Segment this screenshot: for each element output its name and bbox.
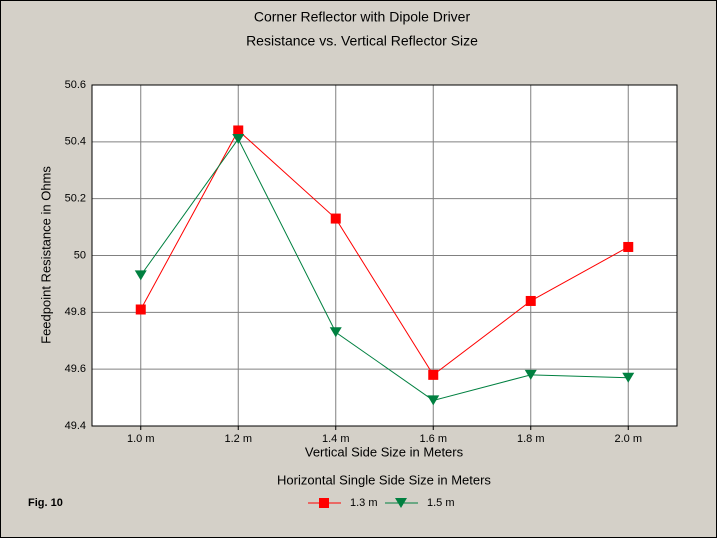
x-tick-label: 2.0 m (614, 433, 642, 445)
series-line (140, 129, 629, 376)
series-line (140, 138, 629, 401)
legend-marker (395, 498, 407, 508)
y-tick-label: 50 (74, 249, 86, 261)
x-tick-label: 1.6 m (419, 433, 447, 445)
y-tick-label: 50.4 (65, 136, 86, 148)
marker (622, 372, 635, 383)
legend-title: Horizontal Single Side Size in Meters (277, 472, 491, 487)
y-tick-label: 50.6 (65, 79, 86, 91)
annotation: Fig. 10 (28, 497, 63, 509)
legend-marker (319, 498, 329, 508)
marker (525, 295, 536, 306)
y-tick-label: 50.2 (65, 193, 86, 205)
chart-subtitle: Resistance vs. Vertical Reflector Size (246, 33, 478, 49)
marker (524, 369, 537, 380)
marker (233, 125, 244, 136)
x-tick-label: 1.8 m (517, 433, 545, 445)
y-axis-label: Feedpoint Resistance in Ohms (38, 166, 53, 344)
marker (428, 369, 439, 380)
legend-label: 1.3 m (350, 497, 378, 509)
marker (330, 213, 341, 224)
plot-frame (91, 84, 678, 427)
marker (427, 395, 440, 406)
marker (134, 270, 147, 281)
marker (329, 327, 342, 338)
marker (135, 304, 146, 315)
x-tick-label: 1.0 m (127, 433, 155, 445)
legend-label: 1.5 m (427, 497, 455, 509)
marker (232, 133, 245, 144)
y-tick-label: 49.4 (65, 420, 86, 432)
y-tick-label: 49.6 (65, 363, 86, 375)
x-tick-label: 1.4 m (322, 433, 350, 445)
x-axis-label: Vertical Side Size in Meters (305, 444, 464, 459)
y-tick-label: 49.8 (65, 306, 86, 318)
chart-title: Corner Reflector with Dipole Driver (254, 9, 471, 25)
x-tick-label: 1.2 m (224, 433, 252, 445)
marker (623, 241, 634, 252)
